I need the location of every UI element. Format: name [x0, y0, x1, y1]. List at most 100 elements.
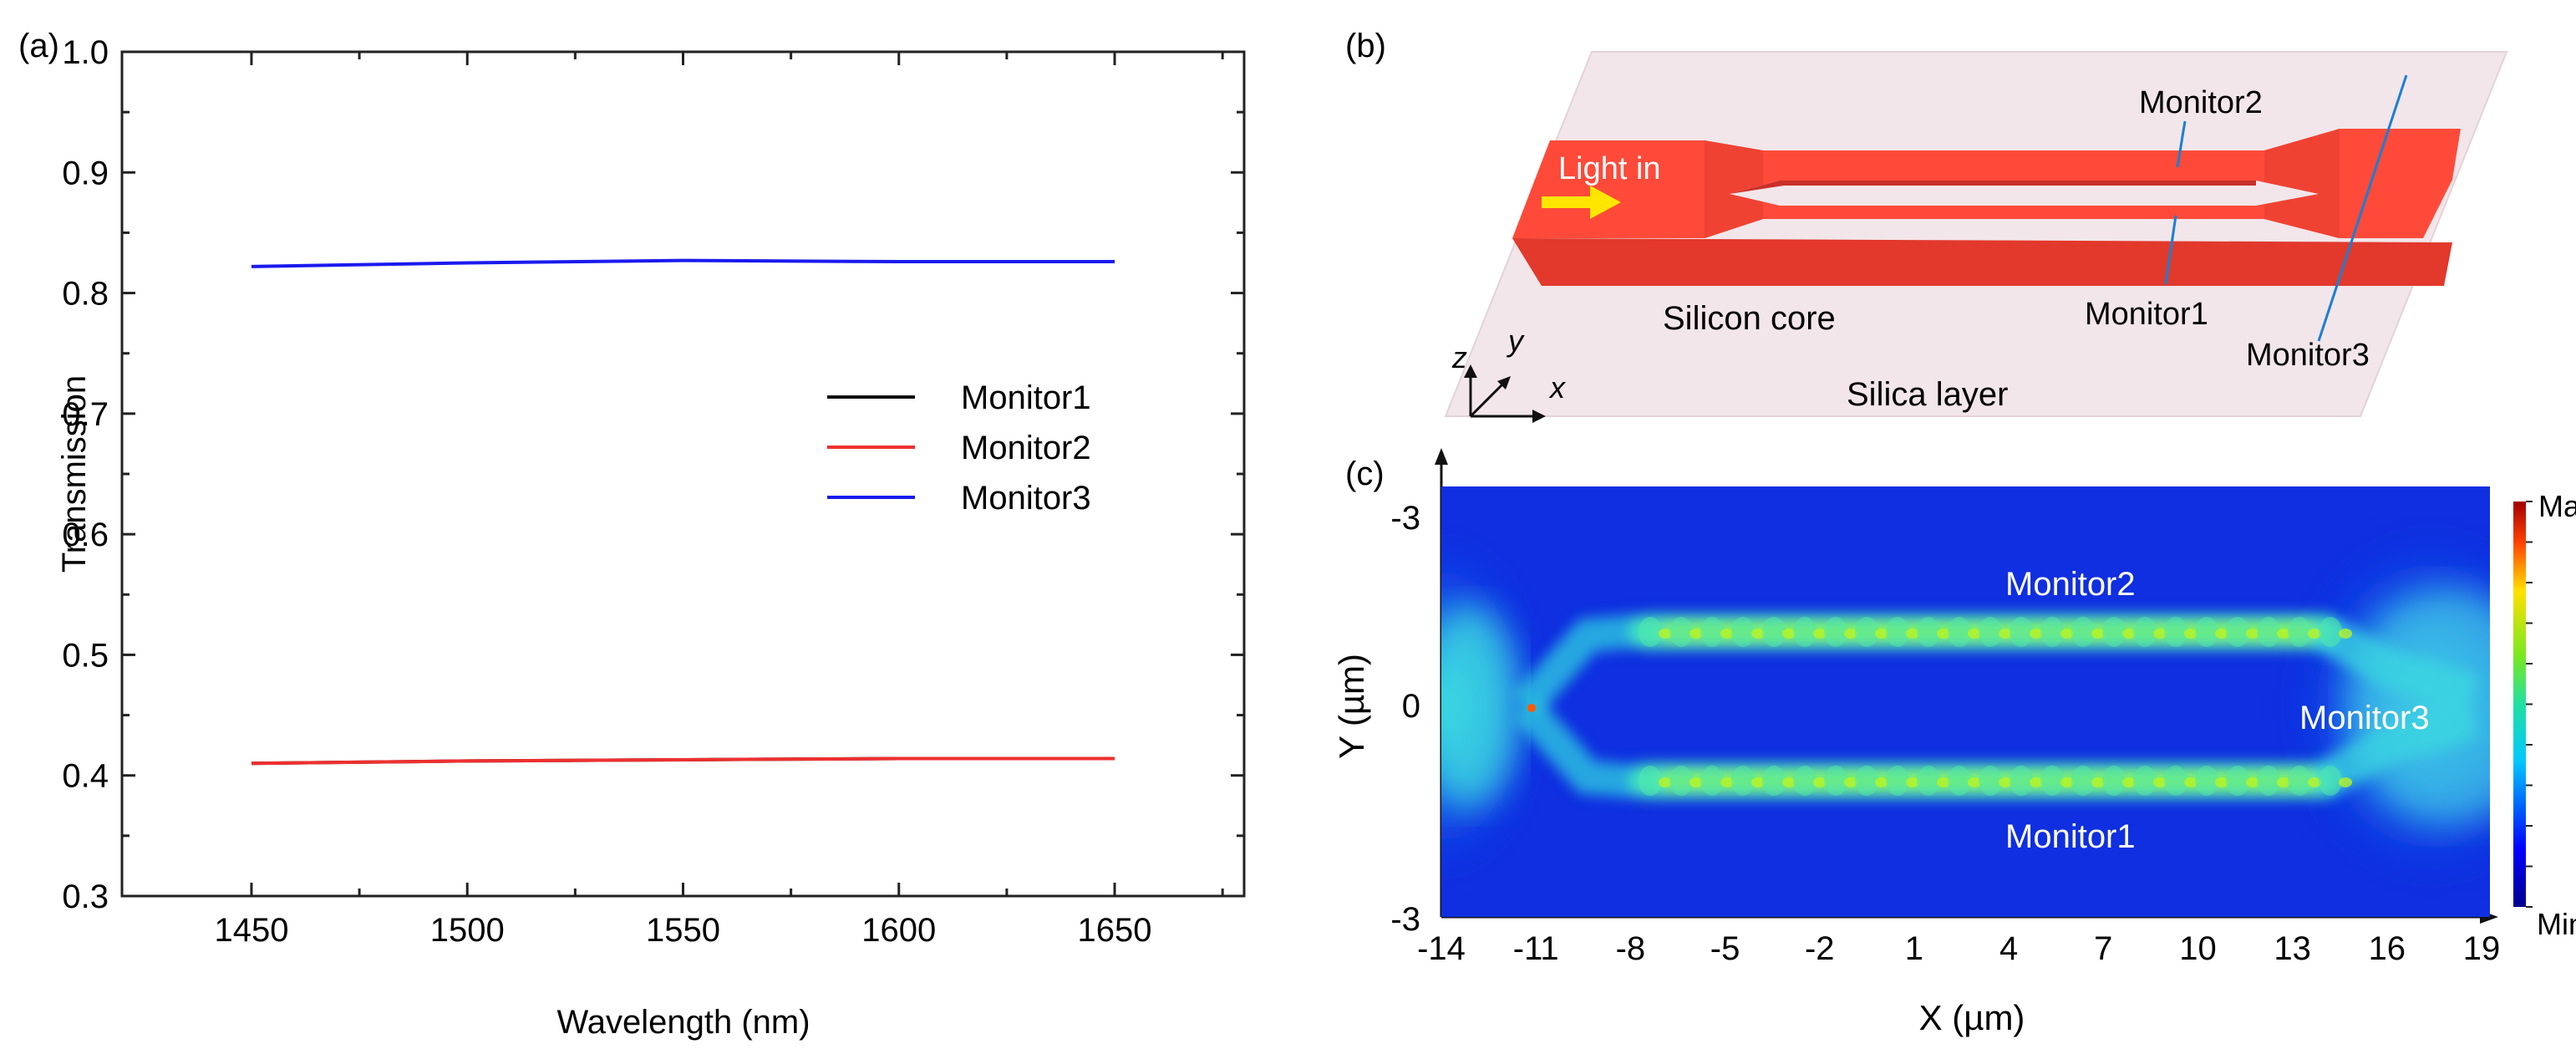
plot-frame — [120, 50, 1246, 898]
field-bead-core — [2091, 777, 2105, 787]
legend-label-monitor3: Monitor3 — [961, 480, 1091, 517]
legend: Monitor1 Monitor2 Monitor3 — [827, 379, 1091, 517]
monitor1-line — [2164, 215, 2177, 285]
field-bead-core — [2122, 629, 2136, 639]
field-bead-core — [2339, 777, 2352, 787]
y-tick-label-bottom: -3 — [1390, 901, 1420, 938]
heatmap-monitor3-label: Monitor3 — [2299, 700, 2430, 736]
series-line-monitor3 — [251, 258, 1115, 268]
field-bead-core — [1968, 629, 1981, 639]
field-bead-core — [2246, 777, 2259, 787]
field-bead-core — [2060, 777, 2074, 787]
y-tick-label: 1.0 — [62, 34, 109, 71]
field-bead — [2164, 617, 2187, 647]
field-bead-core — [1999, 777, 2012, 787]
field-bead — [1639, 766, 1662, 796]
field-bead — [2319, 766, 2342, 796]
field-bead — [2040, 766, 2064, 796]
field-bead — [2164, 766, 2187, 796]
field-bead-core — [1875, 777, 1888, 787]
panel-b-label: (b) — [1345, 28, 1386, 64]
field-bead-core — [1875, 629, 1888, 639]
heatmap-image — [1441, 486, 2490, 917]
y-axis-arrow — [1435, 448, 1448, 465]
field-bead — [2133, 766, 2157, 796]
field-bead-core — [1906, 777, 1919, 787]
axis-y-label: y — [1506, 323, 1525, 358]
field-bead-core — [2184, 629, 2197, 639]
field-bead — [1700, 766, 1724, 796]
panel-c-label: (c) — [1345, 456, 1385, 492]
silicon-core — [1512, 129, 2461, 286]
field-bead — [2195, 766, 2218, 796]
field-bead — [1824, 617, 1847, 647]
field-bead — [2288, 617, 2311, 647]
field-bead — [1639, 617, 1662, 647]
field-bead-core — [1813, 777, 1827, 787]
field-bead-core — [1844, 629, 1857, 639]
heatmap-y-axis-label: Y (µm) — [1332, 654, 1371, 759]
field-bead-core — [1782, 777, 1796, 787]
monitor2-label: Monitor2 — [2139, 85, 2263, 120]
field-bead — [2071, 766, 2095, 796]
field-bead-core — [2184, 777, 2197, 787]
panel-a-label: (a) — [18, 28, 59, 64]
field-bead-core — [2308, 629, 2321, 639]
field-bead — [2102, 617, 2126, 647]
monitor3-line — [2317, 74, 2408, 342]
field-bead — [2226, 617, 2249, 647]
light-in-label: Light in — [1558, 151, 1661, 186]
x-tick-label: -2 — [1805, 930, 1835, 967]
source-point — [1527, 704, 1536, 712]
field-bead-core — [2030, 777, 2043, 787]
heatmap-x-axis-label: X (µm) — [1919, 998, 2025, 1037]
field-bead-core — [1782, 629, 1796, 639]
field-bead-core — [1659, 777, 1672, 787]
field-bead — [2195, 617, 2218, 647]
field-bead — [1731, 617, 1755, 647]
heatmap-monitor1-label: Monitor1 — [2005, 818, 2136, 855]
field-bead-core — [1937, 777, 1950, 787]
field-bead — [1669, 617, 1693, 647]
y-tick-label: 0.6 — [62, 517, 109, 553]
field-bead — [1979, 617, 2002, 647]
field-bead — [1886, 766, 1909, 796]
field-bead-core — [1968, 777, 1981, 787]
series-lines — [251, 258, 1115, 766]
field-bead — [2319, 617, 2342, 647]
y-tick-label: 0.9 — [62, 155, 109, 191]
x-tick-labels: -14 -11 -8 -5 -2 1 4 7 10 13 16 19 — [1417, 930, 2500, 967]
field-bead — [2009, 617, 2033, 647]
field-bead-core — [2153, 777, 2167, 787]
field-bead — [2040, 617, 2064, 647]
field-bead-core — [1937, 629, 1950, 639]
colorbar — [2513, 502, 2526, 907]
waveguide-diagram: (b) Light in Monitor2 Monitor1 Monitor3 — [1345, 28, 2508, 423]
field-bead-core — [1689, 777, 1703, 787]
field-bead — [1855, 617, 1878, 647]
x-tick-label: 1550 — [646, 912, 720, 949]
x-axis-label: Wavelength (nm) — [556, 1004, 810, 1041]
field-bead — [2226, 766, 2249, 796]
field-bead-core — [1751, 629, 1765, 639]
legend-label-monitor2: Monitor2 — [961, 430, 1091, 466]
field-bead-core — [2339, 629, 2352, 639]
field-bead — [1948, 617, 1971, 647]
x-tick-label: -11 — [1513, 930, 1559, 967]
field-bead-core — [1720, 777, 1734, 787]
x-tick-label: -5 — [1710, 930, 1740, 967]
field-bead — [2009, 766, 2033, 796]
field-bead-core — [1751, 777, 1765, 787]
field-bead-core — [2308, 777, 2321, 787]
monitor2-line — [2176, 120, 2187, 168]
axes: 1450 1500 1550 1600 1650 0.3 0.4 0.5 0.6 0.7 0.8 0.… — [62, 34, 1244, 949]
field-bead-core — [2277, 629, 2290, 639]
field-bead — [1793, 617, 1816, 647]
monitor3-label: Monitor3 — [2246, 338, 2370, 373]
x-tick-label: 1650 — [1078, 912, 1152, 949]
field-bead — [1762, 766, 1786, 796]
field-bead-core — [2246, 629, 2259, 639]
x-tick-label: 1600 — [861, 912, 936, 949]
y-tick-label-zero: 0 — [1402, 688, 1420, 725]
